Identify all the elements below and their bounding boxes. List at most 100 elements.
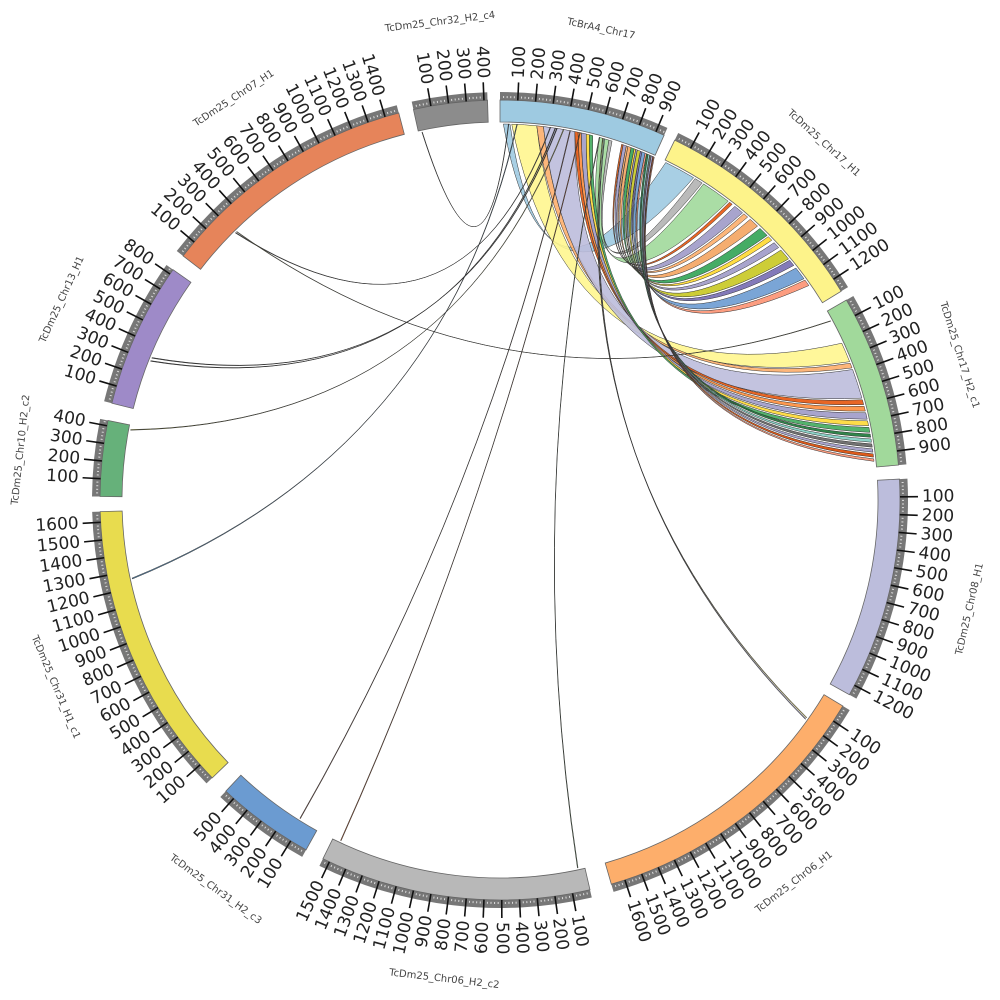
ideogram-segment[interactable] xyxy=(225,774,318,851)
minor-tick xyxy=(142,311,145,314)
minor-tick xyxy=(787,780,790,783)
minor-tick xyxy=(373,881,376,885)
link-33 xyxy=(299,130,571,820)
chromosome-7[interactable]: 1002003004005006007008009001000110012001… xyxy=(28,510,229,808)
minor-tick xyxy=(297,847,300,851)
chromosome-3[interactable]: 100200300400500600700800900100011001200T… xyxy=(829,478,986,725)
minor-tick xyxy=(687,142,690,146)
minor-tick xyxy=(836,279,840,282)
minor-tick xyxy=(744,818,747,821)
major-tick xyxy=(875,635,894,644)
minor-tick xyxy=(859,319,862,322)
minor-tick xyxy=(156,711,159,714)
major-tick xyxy=(82,521,101,525)
major-tick xyxy=(749,173,762,189)
minor-tick xyxy=(125,650,128,653)
minor-tick xyxy=(294,846,297,849)
minor-tick xyxy=(170,732,173,735)
minor-tick xyxy=(236,193,239,196)
minor-tick xyxy=(809,241,812,245)
minor-tick xyxy=(363,878,366,881)
ideogram-segment[interactable] xyxy=(99,420,131,498)
minor-tick xyxy=(809,756,812,759)
major-tick xyxy=(554,896,559,915)
ideogram-segment[interactable] xyxy=(664,139,842,304)
minor-tick xyxy=(282,838,285,841)
minor-tick xyxy=(330,864,333,868)
minor-tick xyxy=(239,190,242,194)
major-tick xyxy=(638,107,647,126)
major-tick xyxy=(822,735,839,747)
ideogram-segment[interactable] xyxy=(829,478,901,696)
major-tick xyxy=(482,899,485,918)
minor-tick xyxy=(876,640,879,642)
tick-label: 100 xyxy=(922,486,955,506)
ideogram-segment[interactable] xyxy=(99,510,229,779)
minor-tick xyxy=(168,729,171,732)
minor-tick xyxy=(842,709,845,712)
chromosome-1[interactable]: 100200300400500600700800900100011001200T… xyxy=(664,96,893,304)
minor-tick xyxy=(865,332,869,335)
chromosome-2[interactable]: 100200300400500600700800900TcDm25_Chr17_… xyxy=(826,282,981,468)
minor-tick xyxy=(645,874,647,877)
minor-tick xyxy=(148,698,152,701)
minor-tick xyxy=(178,743,181,746)
major-tick xyxy=(881,375,900,383)
minor-tick xyxy=(806,758,809,762)
minor-tick xyxy=(741,820,744,823)
minor-tick xyxy=(643,122,645,125)
tick-label: 500 xyxy=(492,922,512,955)
minor-tick xyxy=(851,303,854,306)
minor-tick xyxy=(398,888,400,892)
minor-tick xyxy=(115,374,119,376)
chromosome-5[interactable]: 1002003004005006007008009001000110012001… xyxy=(292,838,592,991)
ideogram-segment[interactable] xyxy=(111,269,192,410)
minor-tick xyxy=(779,787,783,790)
minor-tick xyxy=(116,370,120,373)
minor-tick xyxy=(217,210,220,213)
ideogram-segment[interactable] xyxy=(604,694,844,885)
minor-tick xyxy=(180,746,184,749)
minor-tick xyxy=(747,816,750,819)
link-7 xyxy=(622,147,768,284)
minor-tick xyxy=(648,873,651,876)
ideogram-segment[interactable] xyxy=(412,99,489,132)
major-tick xyxy=(320,861,331,879)
minor-tick xyxy=(755,809,759,812)
minor-tick xyxy=(872,650,875,652)
minor-tick xyxy=(253,179,256,182)
minor-tick xyxy=(120,360,123,363)
minor-tick xyxy=(339,128,342,132)
ideogram-segment[interactable] xyxy=(499,99,665,156)
minor-tick xyxy=(143,689,146,692)
chromosome-4[interactable]: 1002003004005006007008009001000110012001… xyxy=(604,694,884,945)
ideogram-segment[interactable] xyxy=(826,299,899,468)
ideogram-segment[interactable] xyxy=(182,112,405,270)
ideogram-segment[interactable] xyxy=(322,838,591,901)
minor-tick xyxy=(279,160,282,164)
minor-tick xyxy=(160,280,163,283)
tick-label: 200 xyxy=(47,446,81,469)
minor-tick xyxy=(766,800,769,803)
tick-label: 200 xyxy=(528,46,551,80)
minor-tick xyxy=(342,127,345,130)
minor-tick xyxy=(145,304,148,307)
minor-tick xyxy=(832,273,836,276)
minor-tick xyxy=(197,230,201,234)
minor-tick xyxy=(718,161,721,164)
tick-label: 200 xyxy=(432,48,456,83)
minor-tick xyxy=(158,714,161,717)
minor-tick xyxy=(615,113,618,116)
chromosome-10[interactable]: 1002003004005006007008009001000110012001… xyxy=(146,51,405,270)
minor-tick xyxy=(882,376,885,378)
minor-tick xyxy=(665,866,667,869)
minor-tick xyxy=(618,883,620,887)
minor-tick xyxy=(276,162,279,166)
minor-tick xyxy=(818,253,821,256)
minor-tick xyxy=(264,171,267,174)
